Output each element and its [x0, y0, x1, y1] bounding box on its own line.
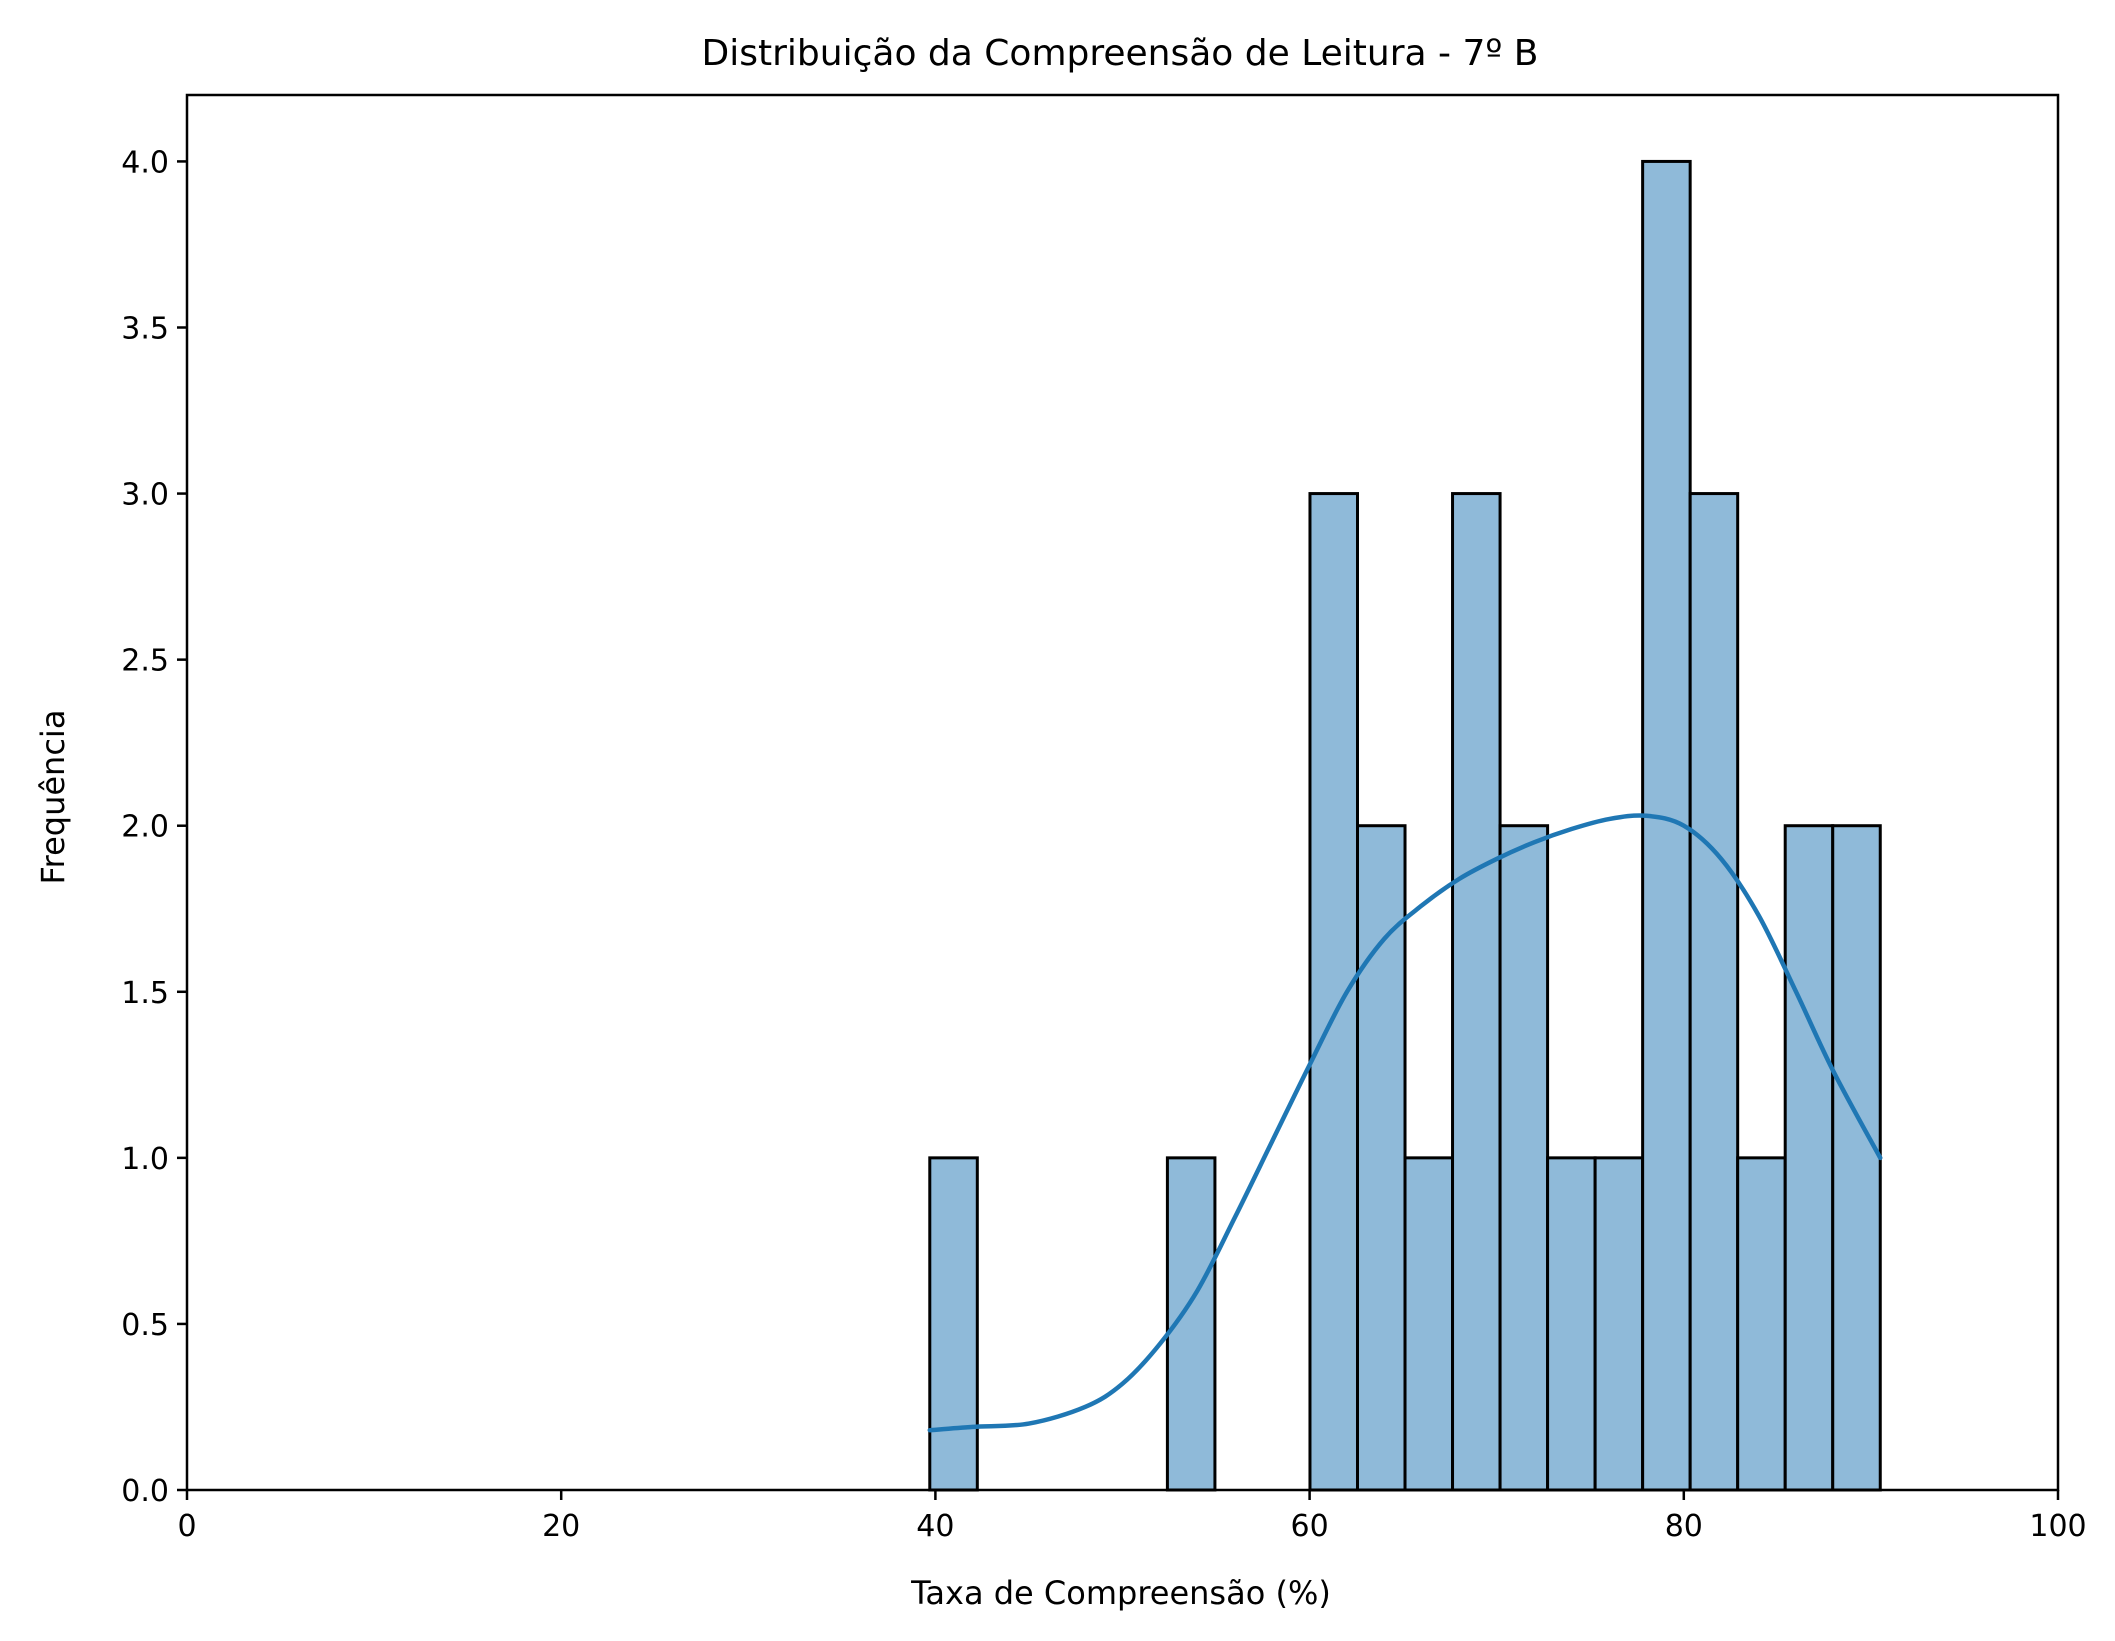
y-tick-label: 2.0	[121, 810, 169, 845]
kde-line	[927, 813, 1883, 1433]
histogram-bar	[1403, 1156, 1455, 1492]
kde-layer	[927, 813, 1883, 1433]
histogram-bar	[1498, 824, 1550, 1492]
histogram-bar	[1451, 492, 1502, 1492]
x-tick-label: 0	[177, 1509, 196, 1544]
histogram-bar	[1831, 824, 1882, 1492]
x-tick-label: 20	[542, 1509, 580, 1544]
axes-layer: 0 20 40 60 80 100 0.0 0.5 1.0 1.5 2.0 2.5 3.0 3.5 4.0	[121, 93, 2087, 1544]
histogram-bar	[928, 1156, 979, 1492]
plot-frame	[185, 93, 2060, 1492]
histogram-bar	[1308, 492, 1359, 1492]
x-tick-label: 60	[1291, 1509, 1329, 1544]
y-tick-label: 4.0	[121, 145, 169, 180]
chart-title: Distribuição da Compreensão de Leitura -…	[702, 33, 1539, 74]
histogram-bar	[1783, 824, 1835, 1492]
y-tick-label: 3.5	[121, 312, 169, 347]
histogram-bar	[1546, 1156, 1597, 1492]
y-tick-label: 1.0	[121, 1142, 169, 1177]
y-tick-label: 0.0	[121, 1474, 169, 1509]
y-tick-label: 0.5	[121, 1308, 169, 1343]
histogram-bar	[1736, 1156, 1787, 1492]
x-tick-label: 80	[1665, 1509, 1703, 1544]
y-tick-label: 2.5	[121, 644, 169, 679]
bars-layer	[928, 159, 1882, 1492]
histogram-bar	[1593, 1156, 1645, 1492]
x-tick-label: 40	[916, 1509, 954, 1544]
x-tick-label: 100	[2029, 1509, 2086, 1544]
y-tick-label: 3.0	[121, 478, 169, 513]
histogram-bar	[1688, 492, 1740, 1492]
y-tick-label: 1.5	[121, 976, 169, 1011]
x-axis-label: Taxa de Compreensão (%)	[910, 1574, 1331, 1612]
y-axis-label: Frequência	[34, 710, 72, 885]
